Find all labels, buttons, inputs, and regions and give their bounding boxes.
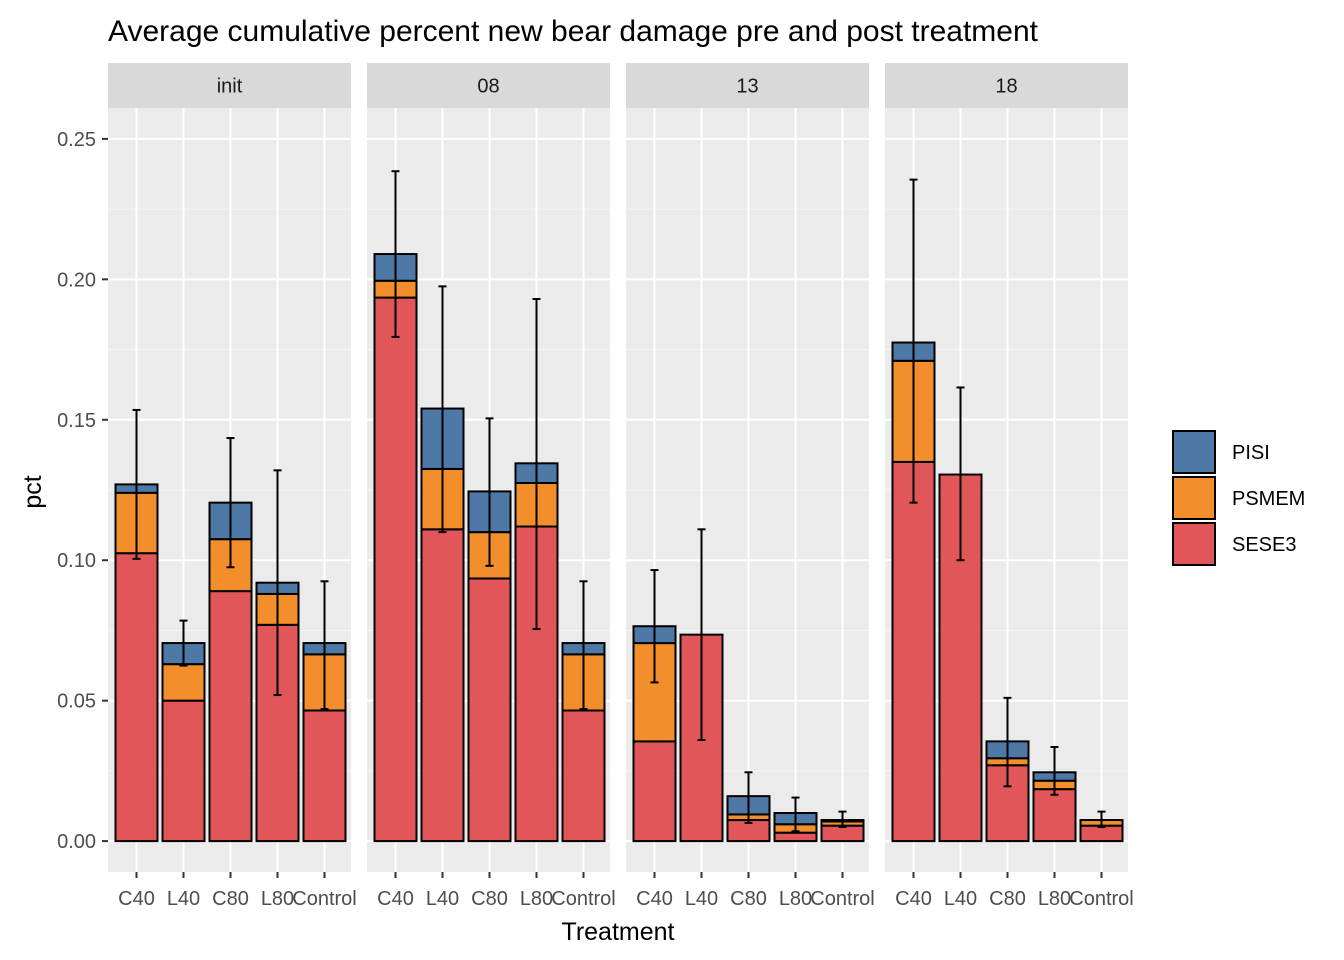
- x-tick-label: L40: [167, 888, 200, 910]
- error-bar-c80: [226, 437, 235, 569]
- error-bar-l40: [956, 386, 965, 562]
- legend-label: SESE3: [1232, 534, 1296, 556]
- error-bar-l80: [273, 469, 282, 697]
- x-tick-label: Control: [292, 888, 356, 910]
- x-tick-label: C80: [212, 888, 249, 910]
- facet-strip-label: 13: [736, 76, 758, 98]
- bar-segment-sese3-l40: [161, 699, 206, 843]
- facet-strip-label: init: [217, 76, 243, 98]
- error-bar-control: [579, 580, 588, 711]
- error-bar-c40: [909, 178, 918, 504]
- legend-key: [1172, 476, 1216, 520]
- bar-segment-sese3-l40: [420, 528, 465, 843]
- bar-segment-sese3-c40: [891, 460, 936, 843]
- facet-strip: [885, 63, 1128, 108]
- bar-segment-sese3-c80: [985, 764, 1030, 843]
- error-bar-l40: [179, 619, 188, 667]
- bar-segment-sese3-c40: [632, 740, 677, 843]
- bar-segment-sese3-l80: [773, 831, 818, 843]
- legend-label: PISI: [1232, 442, 1270, 464]
- y-axis-title: pct: [19, 475, 47, 508]
- error-bar-c40: [391, 170, 400, 338]
- x-tick-label: Control: [810, 888, 874, 910]
- x-tick-label: C40: [636, 888, 673, 910]
- bar-segment-psmem-l40: [161, 663, 206, 702]
- facet-strip: [108, 63, 351, 108]
- legend-entry-psmem: PSMEM: [1172, 476, 1305, 520]
- x-tick-label: L80: [1038, 888, 1071, 910]
- legend-key: [1172, 430, 1216, 474]
- y-axis: 0.00 0.05 0.10 0.15 0.20 0.25: [57, 129, 108, 853]
- error-bar-control: [1097, 810, 1106, 829]
- facet-strip-label: 18: [995, 76, 1017, 98]
- error-bar-control: [320, 580, 329, 711]
- legend-entry-pisi: PISI: [1172, 430, 1270, 474]
- error-bar-c40: [132, 408, 141, 560]
- x-tick-label: C40: [118, 888, 155, 910]
- x-tick-label: L80: [261, 888, 294, 910]
- facet-strip-label: 08: [477, 76, 499, 98]
- error-bar-l80: [791, 796, 800, 833]
- error-bar-c40: [650, 569, 659, 684]
- x-tick-label: C80: [989, 888, 1026, 910]
- x-tick-label: L80: [779, 888, 812, 910]
- x-tick-label: C80: [730, 888, 767, 910]
- y-tick-label: 0.15: [57, 410, 96, 432]
- facet-strip: [626, 63, 869, 108]
- chart-title: Average cumulative percent new bear dama…: [108, 15, 1039, 48]
- bar-segment-sese3-control: [302, 709, 347, 843]
- legend-key: [1172, 522, 1216, 566]
- y-tick-label: 0.05: [57, 691, 96, 713]
- x-axis-title: Treatment: [561, 918, 674, 946]
- bar-segment-sese3-control: [561, 709, 606, 843]
- error-bar-l80: [532, 298, 541, 631]
- x-tick-label: C40: [895, 888, 932, 910]
- error-bar-c80: [744, 771, 753, 824]
- x-tick-label: Control: [551, 888, 615, 910]
- y-tick-label: 0.20: [57, 269, 96, 291]
- x-tick-label: L40: [685, 888, 718, 910]
- bar-segment-sese3-c80: [208, 590, 253, 843]
- error-bar-c80: [1003, 696, 1012, 788]
- error-bar-l80: [1050, 746, 1059, 796]
- x-tick-label: L40: [426, 888, 459, 910]
- legend-label: PSMEM: [1232, 488, 1305, 510]
- x-tick-label: C40: [377, 888, 414, 910]
- error-bar-c80: [485, 417, 494, 567]
- y-tick-label: 0.25: [57, 129, 96, 151]
- x-tick-label: Control: [1069, 888, 1133, 910]
- error-bar-l40: [697, 528, 706, 741]
- y-tick-label: 0.00: [57, 831, 96, 853]
- facet-strip: [367, 63, 610, 108]
- bar-segment-sese3-c80: [467, 577, 512, 843]
- error-bar-l40: [438, 285, 447, 534]
- bar-segment-sese3-c40: [114, 552, 159, 843]
- bar-segment-sese3-c40: [373, 296, 418, 843]
- x-tick-label: L40: [944, 888, 977, 910]
- y-tick-label: 0.10: [57, 550, 96, 572]
- bar-segment-sese3-l80: [1032, 788, 1077, 843]
- legend-entry-sese3: SESE3: [1172, 522, 1296, 566]
- x-tick-label: C80: [471, 888, 508, 910]
- x-tick-label: L80: [520, 888, 553, 910]
- error-bar-control: [838, 810, 847, 829]
- legend: PISI PSMEM SESE3: [1172, 430, 1305, 566]
